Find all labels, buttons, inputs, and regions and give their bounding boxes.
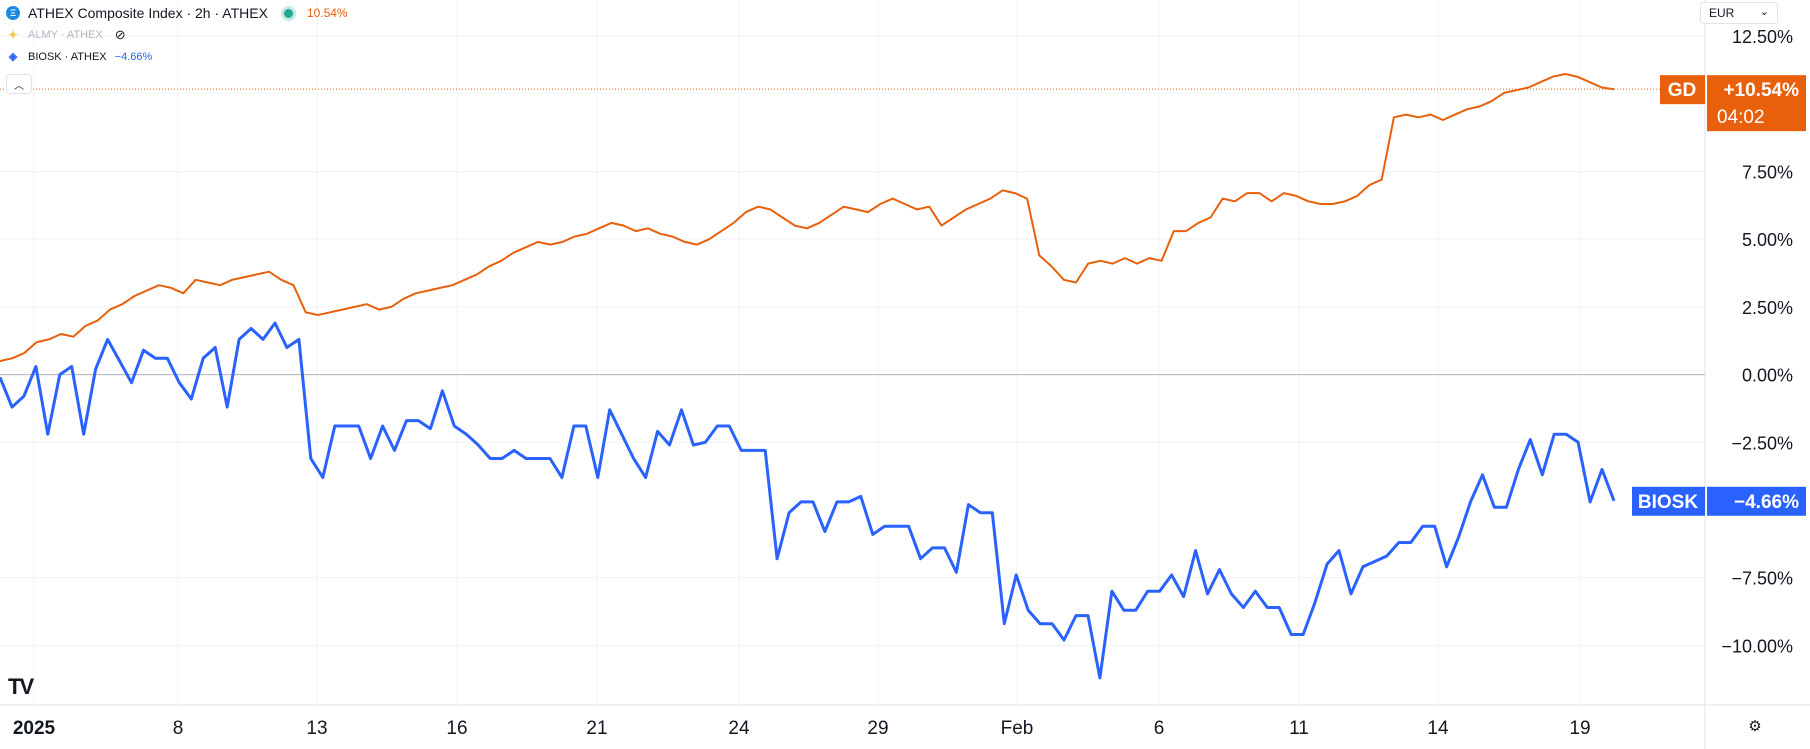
x-tick-label: 2025 xyxy=(13,718,56,739)
legend-main-value: 10.54% xyxy=(307,2,348,24)
y-tick-label: −7.50% xyxy=(1731,569,1793,589)
y-tick-label: −10.00% xyxy=(1721,636,1793,656)
currency-selector[interactable]: EUR ⌄ xyxy=(1700,2,1778,24)
almy-logo-icon: ✦ xyxy=(6,28,20,42)
x-tick-label: 11 xyxy=(1289,718,1309,739)
biosk-logo-icon: ◈ xyxy=(6,50,20,64)
y-tick-label: 12.50% xyxy=(1732,27,1793,47)
x-tick-label: 14 xyxy=(1427,718,1449,739)
x-tick-label: 16 xyxy=(446,718,467,739)
legend-main-symbol: ATHEX Composite Index · 2h · ATHEX xyxy=(28,2,268,24)
chevron-up-icon: ︿ xyxy=(14,77,24,92)
x-tick-label: 13 xyxy=(306,718,327,739)
legend-biosk[interactable]: ◈ BIOSK · ATHEX −4.66% xyxy=(6,46,348,68)
x-axis[interactable]: 2025 8 13 16 21 24 29 Feb 6 11 14 19 xyxy=(13,718,1591,739)
legend-almy[interactable]: ✦ ALMY · ATHEX ⊘ xyxy=(6,24,348,46)
legend-almy-symbol: ALMY · ATHEX xyxy=(28,24,103,46)
y-tick-label: 0.00% xyxy=(1742,366,1793,386)
series-layer xyxy=(0,74,1614,678)
x-tick-label: 6 xyxy=(1154,718,1165,739)
eye-hidden-icon[interactable]: ⊘ xyxy=(115,24,126,46)
gd-value-label: +10.54% xyxy=(1723,80,1799,101)
x-tick-label: 21 xyxy=(586,718,607,739)
legend-main[interactable]: Ξ ATHEX Composite Index · 2h · ATHEX 10.… xyxy=(6,2,348,24)
legend-biosk-symbol: BIOSK · ATHEX xyxy=(28,46,107,68)
tradingview-logo[interactable]: TV xyxy=(8,674,32,700)
y-tick-label: 7.50% xyxy=(1742,162,1793,182)
gd-name-label: GD xyxy=(1668,80,1697,101)
y-tick-label: −2.50% xyxy=(1731,433,1793,453)
market-open-dot-icon xyxy=(284,9,293,18)
biosk-name-label: BIOSK xyxy=(1638,492,1698,513)
legend: Ξ ATHEX Composite Index · 2h · ATHEX 10.… xyxy=(6,2,348,68)
y-tick-label: 2.50% xyxy=(1742,298,1793,318)
athex-logo-icon: Ξ xyxy=(6,6,20,20)
gear-icon[interactable]: ⚙ xyxy=(1746,718,1764,736)
x-tick-label: Feb xyxy=(1001,718,1034,739)
series-line-gd xyxy=(0,74,1614,361)
x-tick-label: 29 xyxy=(867,718,888,739)
chevron-down-icon: ⌄ xyxy=(1760,5,1769,18)
biosk-value-label: −4.66% xyxy=(1734,492,1799,513)
series-line-biosk xyxy=(0,323,1614,678)
collapse-legend-button[interactable]: ︿ xyxy=(6,74,32,94)
currency-label: EUR xyxy=(1709,6,1734,20)
gd-countdown-label: 04:02 xyxy=(1717,107,1765,128)
x-tick-label: 8 xyxy=(173,718,184,739)
y-tick-label: 5.00% xyxy=(1742,230,1793,250)
x-tick-label: 19 xyxy=(1569,718,1590,739)
legend-biosk-value: −4.66% xyxy=(115,46,153,68)
x-tick-label: 24 xyxy=(728,718,750,739)
